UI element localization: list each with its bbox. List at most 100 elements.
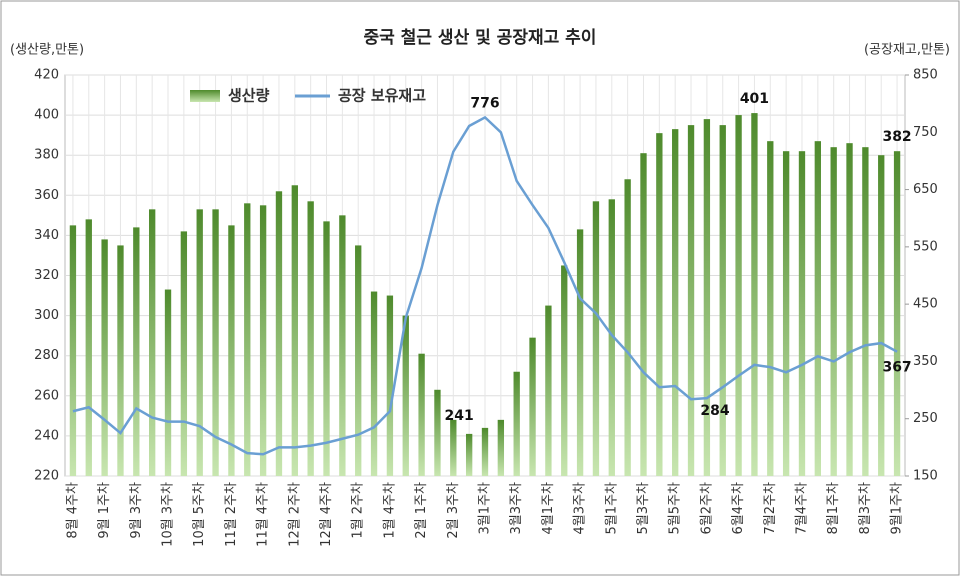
bar [862,147,869,476]
bar [624,179,631,476]
bar [719,125,726,476]
x-tick-label: 2월 1주차 [414,482,429,539]
bar [212,209,219,476]
y2-tick-label: 550 [913,239,938,254]
bar [259,205,267,476]
data-label: 367 [882,360,911,376]
x-tick-label: 2월 3주차 [446,482,461,539]
bar [672,129,679,476]
bar [529,337,536,476]
x-tick-label: 9월 3주차 [129,482,144,539]
bar [196,209,203,476]
x-tick-label: 8월3주차 [858,482,873,534]
bar [355,245,362,476]
y2-tick-label: 650 [913,182,938,197]
bar [782,151,790,476]
bar [434,389,441,476]
bar [244,203,251,476]
bar [85,219,92,477]
bar [133,227,140,476]
y-tick-label: 340 [34,228,59,243]
bar [751,113,758,476]
x-tick-label: 5월1주차 [604,482,619,534]
x-tick-label: 10월 5주차 [192,482,207,547]
bar [893,151,901,476]
x-tick-label: 8월1주차 [826,482,841,534]
bar [576,229,584,476]
bar [291,185,298,476]
bar [275,191,283,477]
bar [846,143,853,477]
line [72,115,898,456]
x-tick-label: 4월3주차 [573,482,588,534]
x-tick-label: 3월3주차 [509,482,524,534]
y-tick-label: 240 [34,428,59,443]
x-tick-label: 9월 1주차 [97,482,112,539]
legend-label: 공장 보유재고 [338,87,426,105]
chart-title: 중국 철근 생산 및 공장재고 추이 [364,28,597,48]
bar [69,225,77,476]
bar [418,353,425,476]
bar [513,371,520,476]
bar [339,215,346,476]
x-tick-label: 9월1주차 [890,482,905,534]
bar [101,239,108,476]
bar [386,295,394,476]
bar [640,153,647,476]
y2-tick-label: 250 [913,411,938,426]
bar [164,289,172,476]
data-label: 284 [700,403,729,419]
bar [814,141,821,477]
bar [402,315,409,476]
data-label: 776 [470,95,499,111]
legend-label: 생산량 [228,87,270,105]
bar [608,199,615,476]
y-tick-label: 380 [34,148,59,163]
bar [117,245,124,476]
x-tick-label: 10월 3주차 [161,482,176,547]
y2-axis-label: (공장재고,만톤) [864,43,950,58]
bar [370,291,378,476]
x-tick-label: 1월 2주차 [351,482,366,539]
x-tick-label: 6월4주차 [731,482,746,534]
data-label: 401 [740,91,769,107]
data-label: 241 [445,408,474,424]
y-tick-label: 280 [34,348,59,363]
x-tick-label: 4월1주차 [541,482,556,534]
x-tick-label: 12월 4주차 [319,482,334,547]
bar [561,265,568,476]
x-tick-label: 6월2주차 [699,482,714,534]
x-tick-label: 5월5주차 [668,482,683,534]
y2-tick-label: 750 [913,125,938,140]
bar [149,209,156,476]
y2-tick-label: 150 [913,469,938,484]
bar [767,141,774,477]
bar [592,201,600,476]
y-tick-label: 420 [34,68,59,83]
x-tick-label: 7월4주차 [794,482,809,534]
bar [497,419,505,476]
x-tick-label: 11월 2주차 [224,482,239,547]
data-label: 382 [882,129,911,145]
bar [656,133,663,476]
bar [830,147,837,476]
y-tick-label: 220 [34,469,59,484]
x-tick-label: 8월 4주차 [65,482,80,539]
y-axis-label: (생산량,만톤) [10,43,84,58]
bar [323,221,330,476]
x-tick-label: 5월3주차 [636,482,651,534]
y2-tick-label: 450 [913,297,938,312]
y-tick-label: 300 [34,308,59,323]
x-tick-label: 12월 2주차 [287,482,302,547]
y-tick-label: 320 [34,268,59,283]
bar [307,201,314,476]
bar [798,151,806,476]
x-tick-label: 11월 4주차 [256,482,271,547]
y-tick-label: 260 [34,388,59,403]
bar [687,125,695,476]
y2-tick-label: 350 [913,354,938,369]
x-tick-label: 7월2주차 [763,482,778,534]
y2-tick-label: 850 [913,68,938,83]
y-tick-label: 360 [34,188,59,203]
x-tick-label: 3월1주차 [478,482,493,534]
